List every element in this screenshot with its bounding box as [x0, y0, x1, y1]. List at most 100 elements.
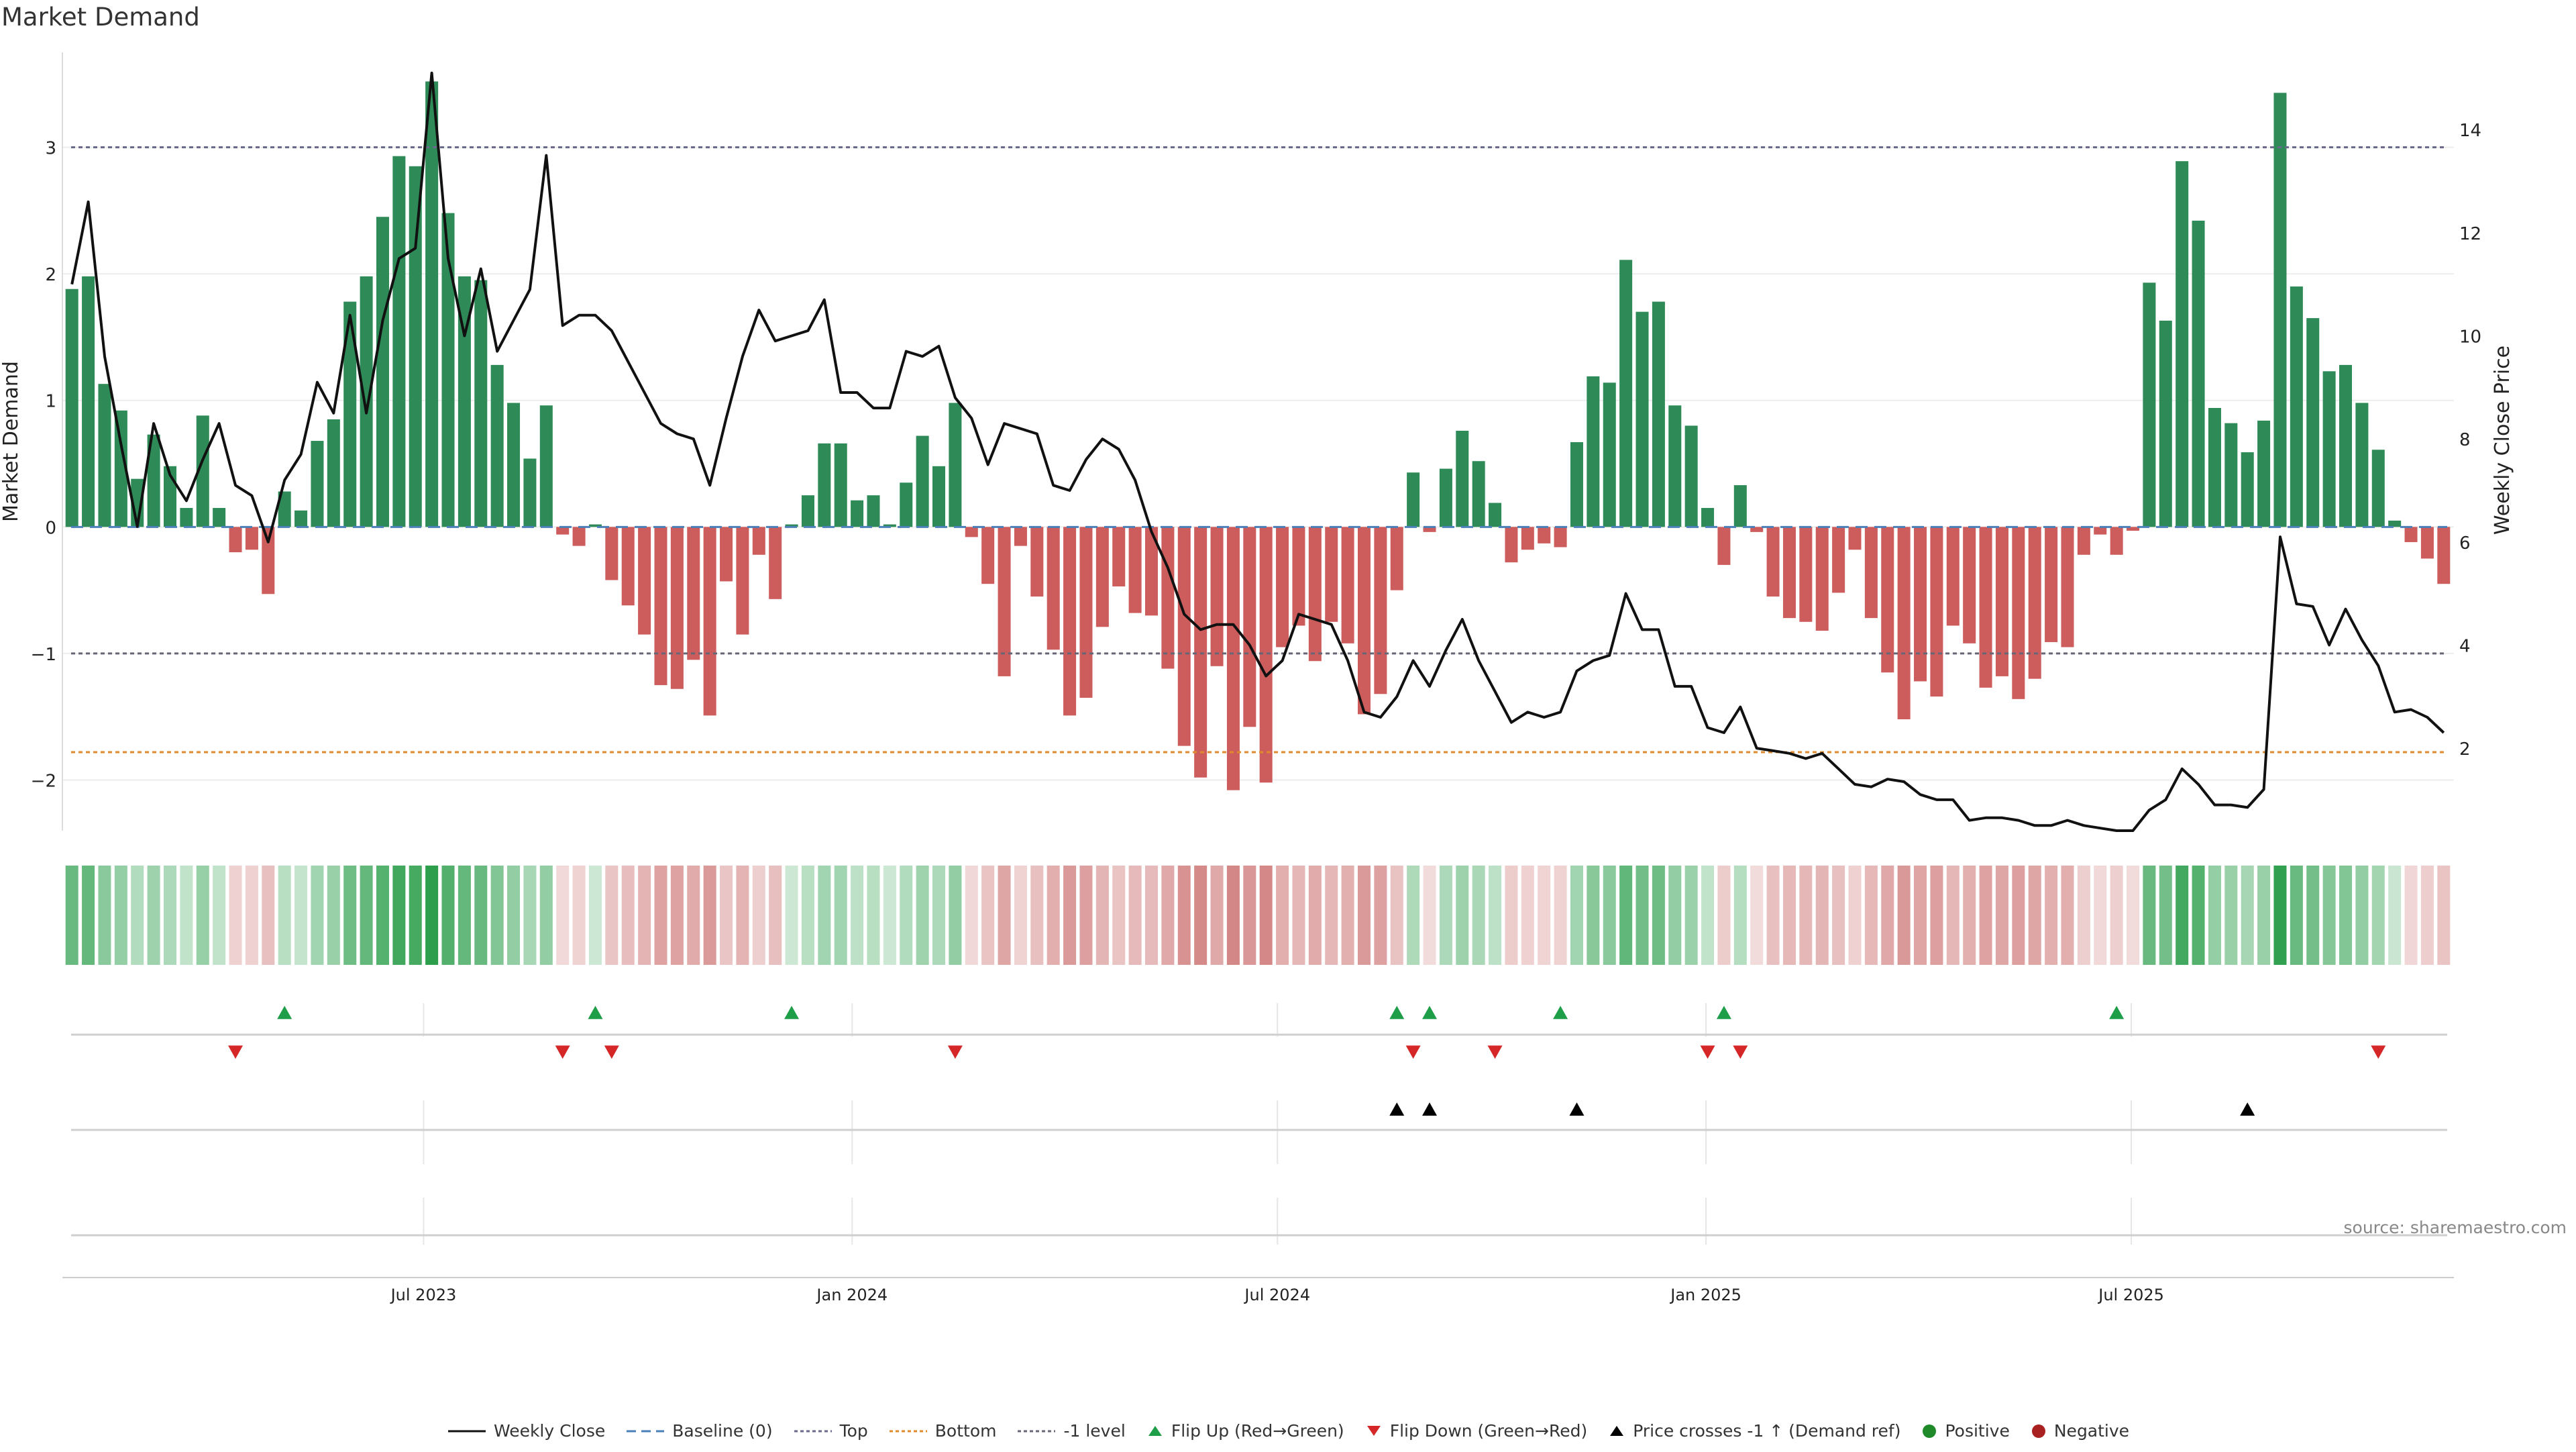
bar-positive	[1668, 405, 1682, 527]
flip-down-marker	[947, 1045, 963, 1059]
heat-cell	[572, 866, 586, 965]
heat-cell	[213, 866, 226, 965]
heat-cell	[1701, 866, 1715, 965]
price-cross-marker	[2240, 1102, 2255, 1116]
bar-negative	[1063, 527, 1077, 716]
legend-label: Flip Up (Red→Green)	[1171, 1421, 1344, 1441]
heat-cell	[1210, 866, 1224, 965]
heat-cell	[1423, 866, 1436, 965]
bar-positive	[1456, 430, 1469, 527]
heat-cell	[2110, 866, 2123, 965]
heat-cell	[1963, 866, 1976, 965]
bar-negative	[2012, 527, 2025, 699]
heat-cell	[2437, 866, 2451, 965]
legend-label: Flip Down (Green→Red)	[1389, 1421, 1588, 1441]
y-axis-label: Market Demand	[0, 361, 23, 522]
bar-positive	[278, 491, 291, 527]
heat-cell	[1472, 866, 1485, 965]
bar-positive	[2339, 364, 2353, 527]
heat-cell	[458, 866, 471, 965]
legend-label: Negative	[2053, 1421, 2130, 1441]
heat-cell	[1374, 866, 1387, 965]
heat-cell	[851, 866, 864, 965]
bar-negative	[1881, 527, 1894, 673]
bar-negative	[621, 527, 635, 606]
bar-negative	[556, 527, 570, 535]
bar-positive	[114, 410, 127, 527]
y2-tick-label: 8	[2459, 430, 2471, 450]
flip-down-marker	[555, 1045, 570, 1059]
bar-positive	[523, 458, 537, 527]
heat-cell	[294, 866, 308, 965]
price-cross-marker	[1422, 1102, 1438, 1116]
bar-positive	[900, 482, 913, 527]
bar-positive	[425, 81, 439, 527]
legend-label: -1 level	[1063, 1421, 1126, 1441]
bar-positive	[1733, 485, 1747, 527]
heat-cell	[1881, 866, 1894, 965]
flip-down-marker	[604, 1045, 619, 1059]
heat-cell	[949, 866, 962, 965]
heat-cell	[1046, 866, 1060, 965]
bar-positive	[213, 508, 226, 527]
legend-item-bottom: Bottom	[888, 1421, 996, 1441]
heat-cell	[2241, 866, 2254, 965]
heat-cell	[2388, 866, 2402, 965]
bar-positive	[409, 166, 422, 527]
bar-positive	[147, 434, 160, 527]
bar-negative	[1292, 527, 1305, 626]
legend-label: Price crosses -1 ↑ (Demand ref)	[1633, 1421, 1901, 1441]
heat-cell	[1979, 866, 1992, 965]
flip-up-marker	[277, 1006, 292, 1019]
bar-negative	[1554, 527, 1567, 548]
flip-up-marker	[1422, 1006, 1438, 1019]
heat-cell	[2224, 866, 2238, 965]
bar-positive	[2388, 520, 2402, 527]
bar-negative	[1308, 527, 1322, 662]
y2-tick-label: 6	[2459, 533, 2471, 554]
bar-negative	[1848, 527, 1862, 550]
flip-down-marker	[1405, 1045, 1421, 1059]
heat-cell	[687, 866, 700, 965]
heat-cell	[2192, 866, 2205, 965]
y-tick-label: 2	[45, 265, 56, 285]
legend-swatch	[625, 1424, 665, 1438]
bar-negative	[1521, 527, 1534, 550]
heat-cell	[229, 866, 242, 965]
bar-negative	[1341, 527, 1354, 643]
bar-negative	[1963, 527, 1976, 643]
bar-negative	[2028, 527, 2041, 679]
heat-cell	[2273, 866, 2287, 965]
bar-negative	[1374, 527, 1387, 694]
heat-cell	[2061, 866, 2074, 965]
legend-item-weekly-close: Weekly Close	[447, 1421, 605, 1441]
bar-negative	[1390, 527, 1403, 590]
legend: Weekly Close Baseline (0) Top Bottom -1 leve…	[0, 1421, 2576, 1441]
heat-cell	[1603, 866, 1616, 965]
bar-positive	[2355, 403, 2369, 527]
heat-cell	[1766, 866, 1780, 965]
heat-cell	[507, 866, 521, 965]
bar-positive	[785, 524, 798, 527]
bar-positive	[1684, 425, 1698, 527]
heat-cell	[392, 866, 406, 965]
bar-positive	[818, 443, 831, 527]
bar-positive	[2290, 286, 2303, 527]
bar-positive	[507, 403, 521, 527]
heat-cell	[1456, 866, 1469, 965]
bar-positive	[2143, 282, 2156, 527]
heat-cell	[1489, 866, 1502, 965]
bar-negative	[1210, 527, 1224, 666]
heat-cell	[147, 866, 160, 965]
heat-cell	[1538, 866, 1551, 965]
bar-positive	[392, 156, 406, 527]
heat-cell	[2143, 866, 2156, 965]
legend-label: Weekly Close	[493, 1421, 606, 1441]
bar-negative	[1717, 527, 1731, 565]
bar-positive	[2273, 93, 2287, 527]
bar-negative	[1946, 527, 1960, 626]
bar-negative	[1930, 527, 1943, 697]
bar-negative	[1276, 527, 1289, 647]
legend-item-minus-one: -1 level	[1016, 1421, 1126, 1441]
bar-negative	[1815, 527, 1829, 631]
